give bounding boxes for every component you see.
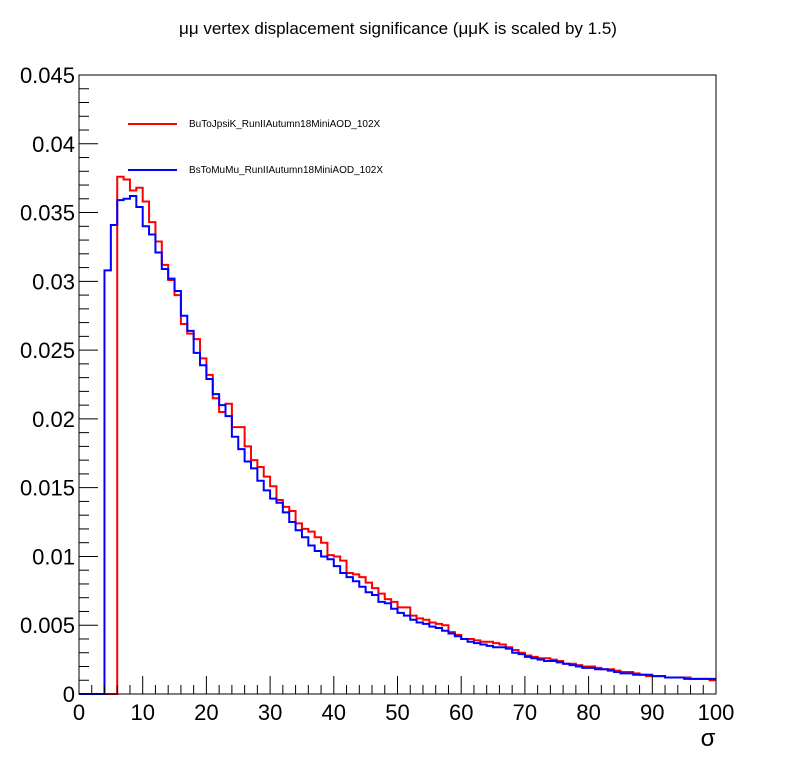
y-tick-label: 0.04 [32, 132, 75, 157]
y-tick-label: 0.02 [32, 407, 75, 432]
y-tick-label: 0.025 [20, 338, 75, 363]
chart-title: μμ vertex displacement significance (μμK… [179, 19, 617, 38]
x-tick-label: 50 [385, 700, 409, 725]
legend-label: BsToMuMu_RunIIAutumn18MiniAOD_102X [189, 165, 383, 176]
y-tick-label: 0.045 [20, 63, 75, 88]
histogram-series-layer [79, 175, 716, 695]
x-tick-label: 40 [322, 700, 346, 725]
x-axis-title: σ [701, 725, 716, 752]
x-tick-label: 0 [73, 700, 85, 725]
x-tick-label: 20 [194, 700, 218, 725]
legend: BuToJpsiK_RunIIAutumn18MiniAOD_102X BsToM… [128, 119, 383, 176]
x-tick-label: 80 [576, 700, 600, 725]
y-tick-label: 0 [63, 682, 75, 707]
x-tick-label: 90 [640, 700, 664, 725]
x-tick-label: 30 [258, 700, 282, 725]
series-line-1 [79, 175, 716, 695]
series-line-2 [79, 195, 716, 695]
x-tick-label: 100 [698, 700, 735, 725]
legend-label: BuToJpsiK_RunIIAutumn18MiniAOD_102X [189, 119, 381, 130]
x-tick-label: 60 [449, 700, 473, 725]
axes-layer: 0 10 20 30 40 50 60 70 80 90 100 0 0.005 0.01 0.015 0.0… [20, 63, 734, 725]
y-tick-label: 0.01 [32, 544, 75, 569]
y-tick-label: 0.03 [32, 269, 75, 294]
x-tick-label: 10 [130, 700, 154, 725]
y-tick-label: 0.005 [20, 613, 75, 638]
x-tick-label: 70 [513, 700, 537, 725]
y-tick-label: 0.035 [20, 201, 75, 226]
y-tick-label: 0.015 [20, 476, 75, 501]
